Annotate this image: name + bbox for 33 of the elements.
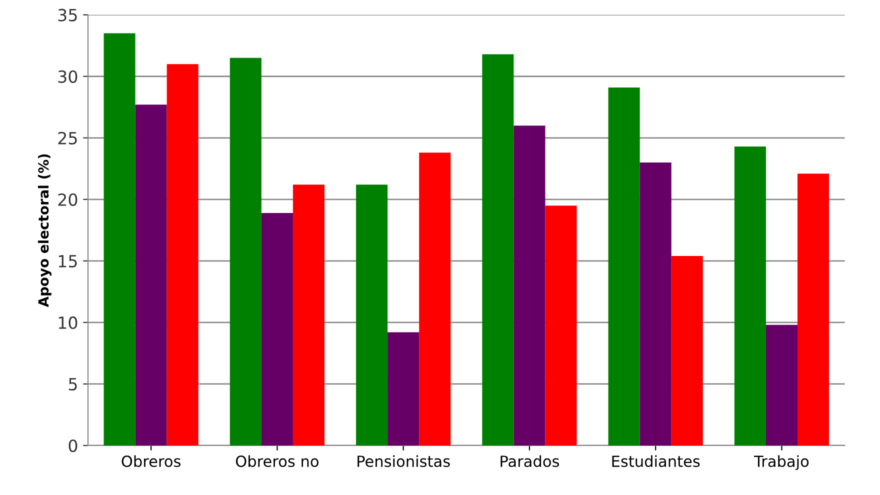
y-tick-label: 10: [58, 316, 78, 330]
x-tick-label: Pensionistas: [358, 455, 450, 468]
bar: [608, 87, 640, 446]
bar: [388, 332, 420, 446]
bar: [104, 33, 136, 446]
y-tick-label: 30: [58, 70, 78, 83]
bar: [640, 162, 672, 446]
bar: [766, 324, 798, 446]
bar: [135, 104, 167, 446]
bar: [482, 54, 514, 446]
x-tick-label: Obreros no: [236, 455, 318, 468]
bar: [419, 152, 451, 446]
bar: [166, 64, 198, 446]
bar: [545, 206, 577, 446]
x-tick-label: Estudiantes: [612, 455, 700, 468]
y-tick-label: 20: [58, 193, 78, 206]
y-tick-label: 35: [58, 8, 77, 22]
bar: [356, 184, 388, 446]
y-tick-label: 5: [68, 378, 77, 391]
bar: [671, 256, 703, 446]
bar: [292, 184, 324, 446]
y-tick-label: 15: [58, 255, 77, 268]
bar: [798, 174, 830, 446]
x-tick-label: Obreros: [122, 455, 180, 468]
y-tick-label: 0: [68, 439, 78, 452]
bar: [261, 212, 293, 446]
bar: [734, 146, 766, 446]
bar: [514, 126, 546, 446]
x-tick-label: Parados: [500, 455, 559, 468]
bar: [230, 58, 262, 446]
y-tick-label: 25: [58, 132, 77, 144]
y-axis-title: Apoyo electoral (%): [38, 154, 52, 308]
x-tick-label: Trabajo: [754, 455, 809, 470]
